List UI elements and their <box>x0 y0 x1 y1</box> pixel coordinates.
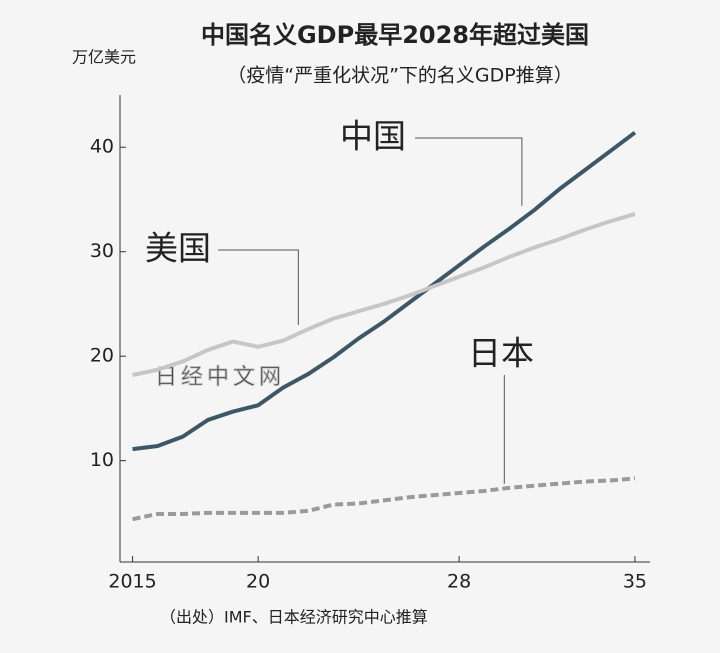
series-label: 美国 <box>145 229 211 268</box>
y-axis-label: 万亿美元 <box>72 48 136 67</box>
series-line <box>132 212 636 377</box>
source-note: （出处）IMF、日本经济研究中心推算 <box>160 608 428 627</box>
series-label: 日本 <box>468 334 534 373</box>
series-label: 中国 <box>340 117 406 156</box>
y-tick-label: 20 <box>90 345 114 367</box>
x-tick-label: 28 <box>447 571 471 593</box>
chart-title: 中国名义GDP最早2028年超过美国 <box>201 21 589 49</box>
y-tick-label: 10 <box>90 449 114 471</box>
chart-subtitle: （疫情“严重化状况”下的名义GDP推算） <box>227 65 573 87</box>
y-tick-label: 30 <box>90 240 114 262</box>
leader-line <box>218 249 299 326</box>
leader-line <box>415 137 523 206</box>
series-line <box>132 476 636 522</box>
watermark: 日经中文网 <box>155 365 285 390</box>
x-tick-label: 35 <box>623 571 647 593</box>
y-tick-label: 40 <box>90 136 114 158</box>
series-line <box>132 131 637 452</box>
x-tick-label: 20 <box>246 571 270 593</box>
x-tick-label: 2015 <box>108 571 156 593</box>
